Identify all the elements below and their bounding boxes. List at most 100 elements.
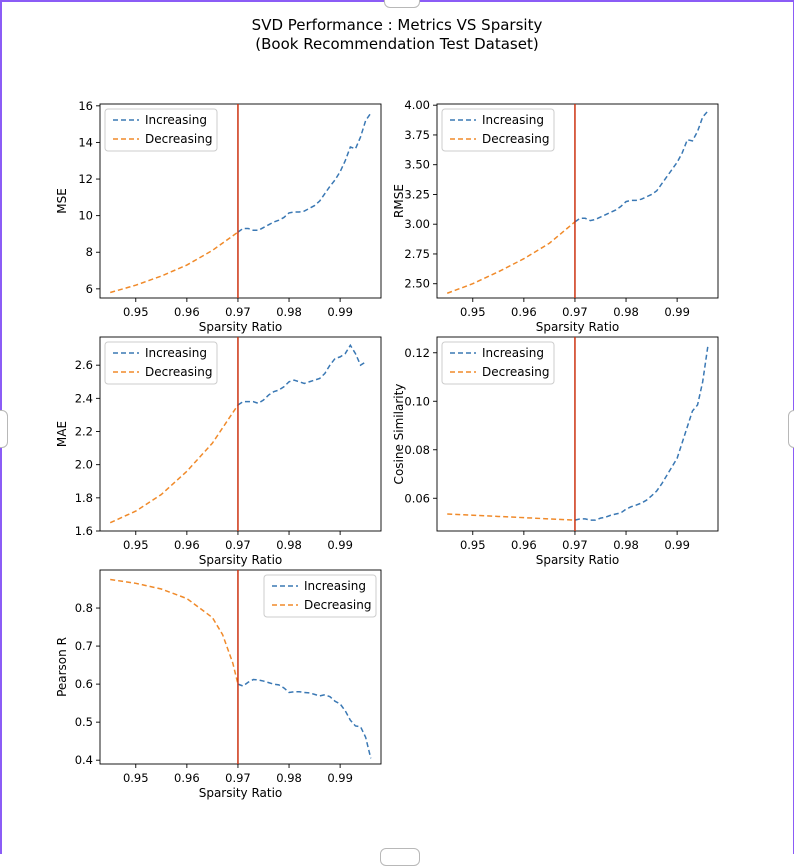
x-tick-label: 0.99	[327, 305, 353, 319]
x-tick-label: 0.96	[174, 538, 200, 552]
series-line-decreasing	[110, 231, 239, 294]
legend-label-increasing: Increasing	[482, 346, 544, 360]
subplot-pearson-r: 0.95 0.96 0.97 0.98 0.99 0.4 0.5 0.6 0.7 0.8 Spars…	[55, 569, 382, 800]
subplots: 0.95 0.96 0.97 0.98 0.99 6 8 10 12 14 16 Sparsity R…	[55, 98, 719, 800]
y-axis-label: RMSE	[392, 184, 406, 218]
y-tick-label: 2.4	[75, 391, 93, 405]
x-tick-label: 0.98	[613, 538, 639, 552]
axes-frame	[436, 103, 719, 299]
resize-handle-top[interactable]	[384, 0, 420, 8]
y-tick-label: 10	[78, 209, 93, 223]
x-tick-label: 0.97	[562, 538, 588, 552]
resize-handle-left[interactable]	[0, 410, 8, 448]
subplot-rmse: 0.95 0.96 0.97 0.98 0.99 2.50 2.75 3.00 3.25 3.50…	[392, 98, 719, 334]
y-tick-label: 2.75	[404, 247, 430, 261]
y-tick-label: 8	[86, 245, 93, 259]
y-tick-label: 3.00	[404, 217, 430, 231]
x-tick-label: 0.99	[327, 538, 353, 552]
legend-label-increasing: Increasing	[482, 113, 544, 127]
resize-handle-right[interactable]	[788, 410, 794, 448]
series-line-decreasing	[109, 404, 239, 524]
x-tick-label: 0.98	[613, 305, 639, 319]
y-axis-label: MSE	[55, 188, 69, 214]
y-tick-label: 0.08	[404, 443, 430, 457]
x-tick-label: 0.96	[174, 771, 200, 785]
x-axis-label: Sparsity Ratio	[536, 553, 620, 567]
legend-label-decreasing: Decreasing	[482, 132, 549, 146]
x-tick-label: 0.96	[511, 538, 537, 552]
y-tick-label: 0.8	[75, 601, 93, 615]
x-tick-label: 0.99	[327, 771, 353, 785]
x-tick-label: 0.98	[276, 305, 302, 319]
x-tick-label: 0.97	[225, 771, 251, 785]
x-tick-label: 0.98	[276, 538, 302, 552]
legend: Increasing Decreasing	[441, 108, 555, 152]
y-tick-label: 12	[78, 172, 93, 186]
x-tick-label: 0.96	[511, 305, 537, 319]
legend-label-increasing: Increasing	[145, 346, 207, 360]
x-tick-label: 0.95	[460, 305, 486, 319]
y-tick-label: 0.4	[75, 753, 93, 767]
x-tick-label: 0.97	[225, 538, 251, 552]
legend: Increasing Decreasing	[263, 574, 377, 618]
series-line-increasing	[237, 678, 372, 759]
y-tick-label: 3.50	[404, 158, 430, 172]
x-tick-label: 0.99	[664, 305, 690, 319]
series-line-increasing	[237, 343, 367, 406]
subplot-mse: 0.95 0.96 0.97 0.98 0.99 6 8 10 12 14 16 Sparsity R…	[55, 99, 382, 334]
y-tick-label: 1.8	[75, 491, 93, 505]
series-line-decreasing	[446, 221, 576, 294]
series-line-decreasing	[447, 513, 575, 521]
y-tick-label: 0.6	[75, 677, 93, 691]
series-line-increasing	[574, 110, 709, 223]
axes-frame	[99, 569, 382, 765]
legend-label-decreasing: Decreasing	[304, 598, 371, 612]
y-tick-label: 14	[78, 135, 93, 149]
y-tick-label: 2.0	[75, 458, 93, 472]
y-tick-label: 0.7	[75, 639, 93, 653]
y-tick-label: 0.12	[404, 346, 430, 360]
y-tick-label: 3.75	[404, 128, 430, 142]
series-line-decreasing	[110, 578, 239, 685]
x-tick-label: 0.98	[276, 771, 302, 785]
axes-frame	[99, 336, 382, 532]
legend-label-decreasing: Decreasing	[145, 365, 212, 379]
x-tick-label: 0.95	[123, 771, 149, 785]
y-tick-label: 16	[78, 99, 93, 113]
axes-frame	[436, 336, 719, 532]
legend-label-increasing: Increasing	[145, 113, 207, 127]
x-tick-label: 0.99	[664, 538, 690, 552]
subplot-mae: 0.95 0.96 0.97 0.98 0.99 1.6 1.8 2.0 2.2 2.4 2.6 Sp…	[55, 336, 382, 567]
x-tick-label: 0.97	[225, 305, 251, 319]
axes-frame	[99, 103, 382, 299]
series-line-increasing	[574, 346, 709, 521]
y-tick-label: 0.06	[404, 491, 430, 505]
x-axis-label: Sparsity Ratio	[199, 320, 283, 334]
subplot-cosine-similarity: 0.95 0.96 0.97 0.98 0.99 0.06 0.08 0.10 0.12 Spar…	[392, 336, 719, 567]
figure-title-line1: SVD Performance : Metrics VS Sparsity	[252, 16, 543, 34]
y-axis-label: MAE	[55, 421, 69, 447]
y-tick-label: 2.6	[75, 358, 93, 372]
y-tick-label: 4.00	[404, 98, 430, 112]
x-tick-label: 0.95	[460, 538, 486, 552]
legend: Increasing Decreasing	[441, 341, 555, 385]
x-axis-label: Sparsity Ratio	[536, 320, 620, 334]
y-axis-label: Pearson R	[55, 637, 69, 697]
y-tick-label: 0.5	[75, 715, 93, 729]
x-tick-label: 0.96	[174, 305, 200, 319]
y-tick-label: 3.25	[404, 187, 430, 201]
figure-title-line2: (Book Recommendation Test Dataset)	[255, 35, 538, 53]
y-tick-label: 6	[86, 282, 93, 296]
y-tick-label: 0.10	[404, 394, 430, 408]
legend: Increasing Decreasing	[104, 341, 218, 385]
x-tick-label: 0.95	[123, 538, 149, 552]
series-line-increasing	[237, 112, 372, 233]
y-tick-label: 2.50	[404, 277, 430, 291]
x-axis-label: Sparsity Ratio	[199, 553, 283, 567]
y-tick-label: 1.6	[75, 524, 93, 538]
legend-label-decreasing: Decreasing	[482, 365, 549, 379]
y-axis-label: Cosine Similarity	[392, 384, 406, 485]
x-tick-label: 0.97	[562, 305, 588, 319]
x-tick-label: 0.95	[123, 305, 149, 319]
